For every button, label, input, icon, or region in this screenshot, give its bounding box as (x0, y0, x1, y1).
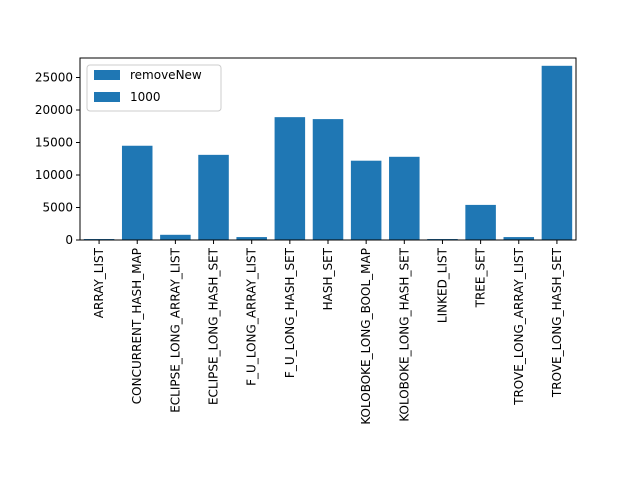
y-axis: 0 5000 10000 15000 20000 25000 (35, 71, 80, 247)
y-tick-label-0: 0 (65, 233, 73, 247)
bar-eclipse-long-array-list (160, 234, 191, 240)
x-tick-label-tree-set: TREE_SET (474, 247, 488, 308)
bar-f-u-long-array-list (236, 237, 267, 240)
y-tick-label-15000: 15000 (35, 136, 73, 150)
bar-hash-set (312, 119, 344, 240)
y-tick-label-10000: 10000 (35, 168, 73, 182)
x-tick-label-trove-long-array-list: TROVE_LONG_ARRAY_LIST (512, 247, 526, 406)
bar-concurrent-hash-map (121, 145, 153, 240)
bar-tree-set (465, 204, 496, 240)
legend-swatch-1000 (94, 92, 120, 102)
bar-eclipse-long-hash-set (198, 154, 229, 240)
x-tick-label-eclipse-long-hash-set: ECLIPSE_LONG_HASH_SET (207, 247, 221, 405)
bar-koloboke-long-bool-map (350, 160, 382, 240)
x-tick-label-koloboke-long-bool-map: KOLOBOKE_LONG_BOOL_MAP (359, 248, 373, 425)
x-tick-label-f-u-long-hash-set: F_U_LONG_HASH_SET (283, 247, 297, 378)
y-tick-label-5000: 5000 (42, 201, 73, 215)
y-tick-label-25000: 25000 (35, 71, 73, 85)
x-tick-label-trove-long-hash-set: TROVE_LONG_HASH_SET (550, 247, 564, 398)
x-tick-label-concurrent-hash-map: CONCURRENT_HASH_MAP (130, 248, 144, 404)
bar-trove-long-hash-set (541, 65, 573, 240)
x-tick-label-hash-set: HASH_SET (321, 247, 335, 310)
bar-f-u-long-hash-set (274, 117, 306, 240)
y-tick-label-20000: 20000 (35, 103, 73, 117)
x-axis: ARRAY_LIST CONCURRENT_HASH_MAP ECLIPSE_LON… (92, 240, 564, 425)
x-tick-label-linked-list: LINKED_LIST (435, 247, 449, 323)
x-tick-label-eclipse-long-array-list: ECLIPSE_LONG_ARRAY_LIST (168, 247, 182, 412)
legend-label-removeNew: removeNew (130, 68, 202, 82)
legend: removeNew 1000 (86, 64, 222, 112)
x-tick-label-array-list: ARRAY_LIST (92, 247, 106, 318)
legend-swatch-removeNew (94, 70, 120, 80)
legend-label-1000: 1000 (130, 90, 161, 104)
x-tick-label-f-u-long-array-list: F_U_LONG_ARRAY_LIST (245, 247, 259, 386)
legend-frame (86, 64, 222, 112)
x-tick-label-koloboke-long-hash-set: KOLOBOKE_LONG_HASH_SET (397, 247, 411, 421)
bar-koloboke-long-hash-set (389, 156, 420, 240)
bar-trove-long-array-list (503, 237, 535, 240)
plot-frame (79, 57, 577, 241)
bars-group (83, 65, 573, 240)
